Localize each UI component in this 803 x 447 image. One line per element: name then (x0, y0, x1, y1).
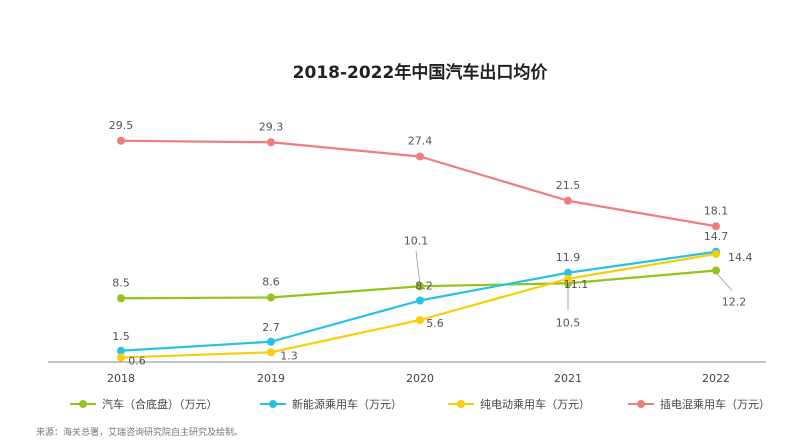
data-point-1-2020 (416, 296, 424, 305)
data-point-2-2018 (117, 353, 125, 362)
data-point-1-2019 (267, 337, 275, 346)
legend-label-1: 新能源乘用车（万元） (292, 397, 402, 411)
data-point-0-2022 (712, 266, 720, 275)
x-tick-label-2019: 2019 (257, 372, 285, 385)
legend-item-2: 纯电动乘用车（万元） (448, 397, 590, 411)
data-label-2-2018: 0.6 (128, 355, 146, 368)
data-label-1-2022: 14.7 (704, 230, 729, 243)
data-label-0-2022: 12.2 (722, 296, 747, 309)
legend-label-2: 纯电动乘用车（万元） (480, 397, 590, 411)
data-point-0-2020 (416, 282, 424, 291)
leader-line-0-2020 (415, 251, 421, 285)
data-label-0-2020: 10.1 (404, 234, 429, 247)
data-label-2-2022: 14.4 (728, 251, 753, 264)
leader-line-0-2022 (715, 272, 733, 291)
data-label-3-2021: 21.5 (556, 179, 581, 192)
legend-item-1: 新能源乘用车（万元） (260, 397, 402, 411)
chart-title: 2018-2022年中国汽车出口均价 (293, 62, 549, 83)
data-point-1-2018 (117, 346, 125, 355)
x-tick-label-2022: 2022 (702, 372, 730, 385)
data-point-3-2020 (416, 152, 424, 161)
legend-item-3: 插电混乘用车（万元） (628, 397, 770, 411)
legend-label-0: 汽车（合底盘）（万元） (102, 397, 218, 411)
data-label-1-2020: 8.2 (415, 280, 433, 293)
data-label-2-2020: 5.6 (426, 317, 444, 330)
data-point-3-2018 (117, 136, 125, 145)
data-label-1-2018: 1.5 (112, 330, 130, 343)
data-label-3-2022: 18.1 (704, 204, 729, 217)
data-labels: 8.5 8.6 10.1 10.5 12.2 1.5 2.7 8.2 11.9 14.7 0.6 1.… (109, 119, 753, 368)
data-label-3-2018: 29.5 (109, 119, 134, 132)
data-label-3-2019: 29.3 (259, 120, 284, 133)
data-label-1-2019: 2.7 (262, 321, 280, 334)
data-points (117, 136, 720, 362)
data-point-1-2021 (564, 268, 572, 277)
x-tick-label-2021: 2021 (554, 372, 582, 385)
data-point-2-2019 (267, 348, 275, 357)
legend-marker-2 (457, 400, 465, 408)
legend-marker-0 (79, 400, 87, 408)
data-label-1-2021: 11.9 (556, 251, 581, 264)
data-label-0-2021: 10.5 (556, 316, 581, 329)
legend-marker-1 (269, 400, 277, 408)
data-point-3-2022 (712, 222, 720, 231)
legend-marker-3 (637, 400, 645, 408)
x-tick-label-2020: 2020 (406, 372, 434, 385)
data-point-2-2021 (564, 274, 572, 283)
legend-label-3: 插电混乘用车（万元） (660, 397, 770, 411)
data-label-3-2020: 27.4 (408, 135, 433, 148)
data-point-3-2021 (564, 196, 572, 205)
data-point-2-2022 (712, 250, 720, 258)
x-axis-ticks: 2018 2019 2020 2021 2022 (107, 372, 730, 385)
x-tick-label-2018: 2018 (107, 372, 135, 385)
data-point-3-2019 (267, 138, 275, 147)
series-lines (120, 139, 717, 359)
data-label-2-2019: 1.3 (280, 349, 298, 362)
source-note: 来源：海关总署，艾瑞咨询研究院自主研究及绘制。 (36, 426, 243, 438)
data-point-0-2018 (117, 294, 125, 303)
data-point-2-2020 (416, 316, 424, 324)
legend: 汽车（合底盘）（万元） 新能源乘用车（万元） 纯电动乘用车（万元） 插电混乘用车（万元… (70, 397, 770, 411)
legend-item-0: 汽车（合底盘）（万元） (70, 397, 218, 411)
data-label-0-2018: 8.5 (112, 276, 130, 289)
data-label-0-2019: 8.6 (262, 276, 280, 289)
data-point-0-2019 (267, 293, 275, 302)
label-leader-lines (415, 251, 733, 311)
data-label-2-2021: 11.1 (564, 278, 589, 291)
